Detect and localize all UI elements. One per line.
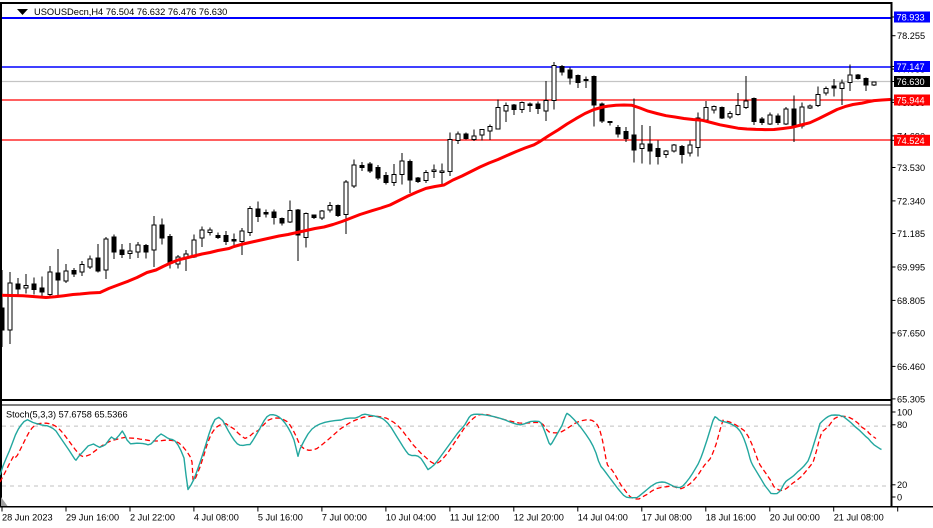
svg-text:7 Jul 00:00: 7 Jul 00:00	[322, 513, 367, 523]
svg-text:28 Jun 2023: 28 Jun 2023	[2, 513, 53, 523]
svg-text:21 Jul 08:00: 21 Jul 08:00	[834, 513, 884, 523]
svg-text:78.933: 78.933	[897, 13, 925, 23]
svg-text:77.147: 77.147	[897, 62, 925, 72]
svg-text:0: 0	[897, 492, 902, 502]
svg-text:12 Jul 20:00: 12 Jul 20:00	[514, 513, 564, 523]
svg-text:11 Jul 12:00: 11 Jul 12:00	[450, 513, 499, 523]
svg-text:69.995: 69.995	[897, 262, 925, 272]
svg-text:71.185: 71.185	[897, 229, 925, 239]
svg-text:5 Jul 16:00: 5 Jul 16:00	[258, 513, 303, 523]
svg-text:18 Jul 16:00: 18 Jul 16:00	[706, 513, 756, 523]
svg-text:2 Jul 22:00: 2 Jul 22:00	[130, 513, 175, 523]
svg-text:72.340: 72.340	[897, 196, 925, 206]
svg-text:75.944: 75.944	[897, 96, 925, 106]
svg-text:29 Jun 16:00: 29 Jun 16:00	[66, 513, 119, 523]
svg-text:10 Jul 04:00: 10 Jul 04:00	[386, 513, 436, 523]
svg-text:68.805: 68.805	[897, 296, 925, 306]
svg-text:4 Jul 08:00: 4 Jul 08:00	[194, 513, 239, 523]
svg-text:74.524: 74.524	[897, 136, 925, 146]
svg-text:65.305: 65.305	[897, 394, 925, 404]
svg-text:17 Jul 08:00: 17 Jul 08:00	[642, 513, 692, 523]
svg-text:100: 100	[897, 407, 912, 417]
svg-text:80: 80	[897, 420, 907, 430]
svg-text:73.530: 73.530	[897, 163, 925, 173]
svg-text:76.630: 76.630	[897, 77, 925, 87]
svg-text:66.460: 66.460	[897, 362, 925, 372]
svg-text:20 Jul 00:00: 20 Jul 00:00	[770, 513, 820, 523]
svg-text:USOUSDecn,H4 76.504 76.632 76: USOUSDecn,H4 76.504 76.632 76.476 76.630	[34, 7, 227, 17]
svg-text:14 Jul 04:00: 14 Jul 04:00	[578, 513, 628, 523]
svg-text:78.255: 78.255	[897, 31, 925, 41]
svg-text:Stoch(5,3,3) 57.6758 65.5366: Stoch(5,3,3) 57.6758 65.5366	[6, 410, 128, 420]
svg-text:20: 20	[897, 480, 907, 490]
svg-text:67.650: 67.650	[897, 328, 925, 338]
